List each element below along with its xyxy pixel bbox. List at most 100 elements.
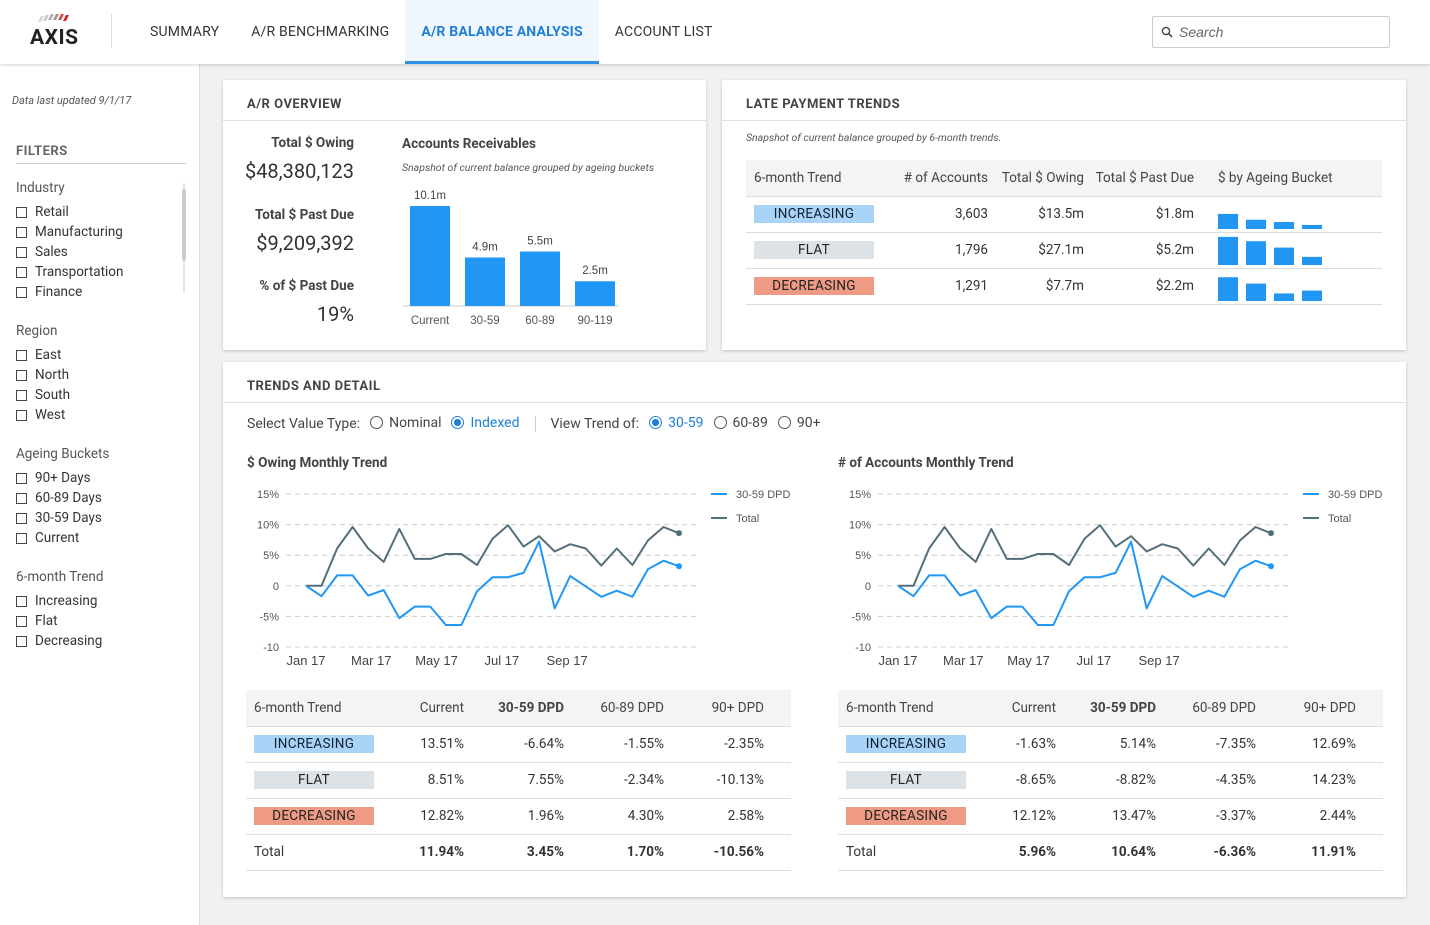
radio-circle[interactable] xyxy=(777,416,791,430)
table-row[interactable]: DECREASING 12.12% 13.47% -3.37% 2.44% xyxy=(838,798,1383,835)
filter-30-59-days[interactable]: 30-59 Days xyxy=(16,508,109,528)
checkbox[interactable] xyxy=(16,635,27,647)
trend-badge: INCREASING xyxy=(754,205,874,223)
trends-title: TRENDS AND DETAIL xyxy=(247,379,381,394)
table-row[interactable]: INCREASING 13.51% -6.64% -1.55% -2.35% xyxy=(246,726,791,763)
filter-north[interactable]: North xyxy=(16,365,70,385)
trend-cell: DECREASING xyxy=(746,268,888,305)
checkbox[interactable] xyxy=(16,472,27,484)
checkbox[interactable] xyxy=(16,206,27,218)
col-header-60-89-dpd: 60-89 DPD xyxy=(564,690,664,727)
value-type-radio-indexed[interactable]: Indexed xyxy=(451,415,519,431)
filter-group-title: Region xyxy=(16,323,58,339)
legend-label: Total xyxy=(1328,513,1351,525)
filter-flat[interactable]: Flat xyxy=(16,611,104,631)
checkbox[interactable] xyxy=(16,266,27,278)
filter-label: Increasing xyxy=(35,593,98,609)
filter-sales[interactable]: Sales xyxy=(16,242,123,262)
table-row[interactable]: FLAT 8.51% 7.55% -2.34% -10.13% xyxy=(246,762,791,799)
tab-account-list[interactable]: ACCOUNT LIST xyxy=(614,24,713,40)
checkbox[interactable] xyxy=(16,349,27,361)
filter-group-ageing-buckets: Ageing Buckets 90+ Days 60-89 Days 30-59 Da… xyxy=(16,446,109,548)
radio-circle[interactable] xyxy=(713,416,727,430)
filter-manufacturing[interactable]: Manufacturing xyxy=(16,222,123,242)
filter-finance[interactable]: Finance xyxy=(16,282,123,302)
axis-logo[interactable]: AXIS xyxy=(30,12,82,52)
view-trend-radio-30-59[interactable]: 30-59 xyxy=(649,415,704,431)
value-cell: 2.44% xyxy=(1256,798,1356,835)
col-header-30-59-dpd[interactable]: 30-59 DPD xyxy=(1056,690,1156,727)
checkbox[interactable] xyxy=(16,615,27,627)
checkbox[interactable] xyxy=(16,286,27,298)
table-row[interactable]: DECREASING 12.82% 1.96% 4.30% 2.58% xyxy=(246,798,791,835)
checkbox[interactable] xyxy=(16,532,27,544)
checkbox[interactable] xyxy=(16,226,27,238)
search-box[interactable] xyxy=(1152,16,1390,48)
checkbox[interactable] xyxy=(16,595,27,607)
table-row[interactable]: DECREASING 1,291 $7.7m $2.2m xyxy=(746,268,1382,305)
filter-label: Decreasing xyxy=(35,633,103,649)
filter-current[interactable]: Current xyxy=(16,528,109,548)
filter-90-days[interactable]: 90+ Days xyxy=(16,468,109,488)
pct-past-due-label: % of $ Past Due xyxy=(259,278,354,294)
filter-label: Flat xyxy=(35,613,58,629)
checkbox[interactable] xyxy=(16,512,27,524)
radio-circle[interactable] xyxy=(370,416,384,430)
checkbox[interactable] xyxy=(16,246,27,258)
filter-east[interactable]: East xyxy=(16,345,70,365)
filter-retail[interactable]: Retail xyxy=(16,202,123,222)
value-type-radio-group: Nominal Indexed xyxy=(360,415,519,434)
view-trend-radio-60-89[interactable]: 60-89 xyxy=(713,415,768,431)
bar-30-59 xyxy=(465,257,505,306)
y-tick-label: 5% xyxy=(263,550,279,562)
table-row[interactable]: INCREASING -1.63% 5.14% -7.35% 12.69% xyxy=(838,726,1383,763)
checkbox[interactable] xyxy=(16,389,27,401)
value-cell: -7.35% xyxy=(1156,726,1256,763)
accounts-chart-title: # of Accounts Monthly Trend xyxy=(838,455,1014,471)
last-updated-text: Data last updated 9/1/17 xyxy=(12,94,132,107)
filter-south[interactable]: South xyxy=(16,385,70,405)
value-type-radio-nominal[interactable]: Nominal xyxy=(370,415,441,431)
tab-summary[interactable]: SUMMARY xyxy=(150,24,220,40)
filter-label: Transportation xyxy=(35,264,124,280)
filter-transportation[interactable]: Transportation xyxy=(16,262,123,282)
tab-ar-benchmarking[interactable]: A/R BENCHMARKING xyxy=(251,24,390,40)
value-cell: 7.55% xyxy=(464,762,564,799)
filter-increasing[interactable]: Increasing xyxy=(16,591,104,611)
checkbox[interactable] xyxy=(16,369,27,381)
radio-label: Nominal xyxy=(389,414,442,431)
table-row[interactable]: FLAT 1,796 $27.1m $5.2m xyxy=(746,232,1382,269)
view-trend-radio-90[interactable]: 90+ xyxy=(777,415,821,431)
filter-60-89-days[interactable]: 60-89 Days xyxy=(16,488,109,508)
value-cell: 13.47% xyxy=(1056,798,1156,835)
search-input[interactable] xyxy=(1179,24,1379,40)
value-cell: 4.30% xyxy=(564,798,664,835)
value-cell: -2.35% xyxy=(664,726,764,763)
filter-decreasing[interactable]: Decreasing xyxy=(16,631,104,651)
main-nav: SUMMARY A/R BENCHMARKING A/R BALANCE ANA… xyxy=(134,0,729,64)
mini-bar xyxy=(1246,283,1266,301)
col-header-30-59-dpd[interactable]: 30-59 DPD xyxy=(464,690,564,727)
table-row[interactable]: INCREASING 3,603 $13.5m $1.8m xyxy=(746,196,1382,233)
table-row[interactable]: FLAT -8.65% -8.82% -4.35% 14.23% xyxy=(838,762,1383,799)
spacer-cell xyxy=(764,798,791,835)
filter-group-region: Region East North South West xyxy=(16,323,70,425)
filters-heading: FILTERS xyxy=(16,144,68,159)
spacer-cell xyxy=(1356,834,1383,871)
scrollbar-thumb[interactable] xyxy=(182,189,186,261)
total-past-due-value: $9,209,392 xyxy=(256,231,354,255)
series-end-point xyxy=(676,563,682,570)
filter-west[interactable]: West xyxy=(16,405,70,425)
checkbox[interactable] xyxy=(16,492,27,504)
col-header-6-month-trend: 6-month Trend xyxy=(246,690,382,727)
past_due-cell: $2.2m xyxy=(1084,268,1194,305)
radio-circle[interactable] xyxy=(649,416,663,430)
value-cell: -6.64% xyxy=(464,726,564,763)
header-divider xyxy=(111,14,112,48)
industry-scrollbar[interactable] xyxy=(182,179,186,299)
checkbox[interactable] xyxy=(16,409,27,421)
tab-ar-balance-analysis[interactable]: A/R BALANCE ANALYSIS xyxy=(405,0,599,64)
table-header-row: 6-month Trend Current 30-59 DPD 60-89 DPD 90… xyxy=(838,690,1383,727)
value-cell: 5.96% xyxy=(974,834,1056,871)
radio-circle[interactable] xyxy=(451,416,465,430)
